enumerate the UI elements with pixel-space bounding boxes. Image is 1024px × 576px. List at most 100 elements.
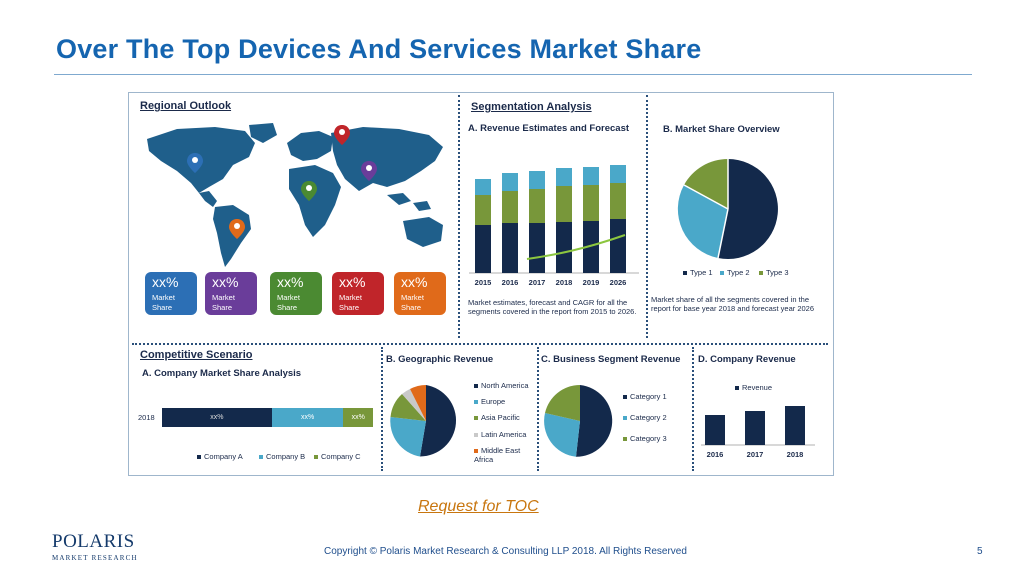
legend-europe: Europe: [474, 397, 505, 406]
region-card: xx% Market Share: [205, 272, 257, 315]
revenue-year-labels: 2015 2016 2017 2018 2019 2026: [475, 278, 627, 287]
market-share-pie: [677, 158, 778, 259]
region-card-percent: xx%: [277, 274, 304, 290]
revenue-year-label: 2018: [556, 278, 573, 287]
revenue-forecast-title: A. Revenue Estimates and Forecast: [468, 123, 630, 134]
pin-south-america: [229, 219, 245, 239]
geographic-pie: [390, 385, 457, 457]
section-divider: [692, 347, 694, 471]
legend-category1: Category 1: [623, 392, 667, 401]
map-pins: [187, 125, 377, 239]
title-divider: [54, 74, 972, 75]
revenue-year-label: 2017: [529, 278, 546, 287]
legend-company-c: Company C: [314, 452, 361, 461]
segmentation-heading: Segmentation Analysis: [471, 101, 592, 113]
legend-category2: Category 2: [623, 413, 667, 422]
revenue-bar-2018: [785, 406, 805, 445]
region-card: xx% Market Share: [394, 272, 446, 315]
revenue-bar-segment: [583, 185, 599, 221]
pin-africa: [301, 181, 317, 201]
pin-europe: [334, 125, 350, 145]
revenue-bar-segment: [529, 171, 545, 189]
market-share-caption: Market share of all the segments covered…: [651, 295, 815, 313]
australia-shape: [403, 217, 443, 247]
region-card: xx% Market Share: [332, 272, 384, 315]
pie-slice-category1: [576, 385, 613, 457]
central-america-shape: [199, 191, 217, 207]
polaris-logo: POLARIS MARKET RESEARCH: [52, 531, 138, 562]
revenue-bar-segment: [502, 191, 518, 223]
revenue-bars: [475, 165, 626, 273]
revenue-year-label: 2015: [475, 278, 492, 287]
africa-shape: [289, 165, 341, 237]
revenue-bar-segment: [529, 189, 545, 223]
region-card: xx% Market Share: [145, 272, 197, 315]
legend-middle-east-africa: Middle East Africa: [474, 446, 521, 464]
revenue-bar-segment: [583, 167, 599, 185]
company-a-segment: xx%: [162, 408, 272, 427]
region-card-label: Market Share: [401, 293, 424, 312]
revenue-year-label: 2026: [610, 278, 627, 287]
region-card-percent: xx%: [212, 274, 239, 290]
revenue-bar-segment: [475, 225, 491, 273]
islands-shape: [387, 193, 431, 211]
revenue-bar-segment: [610, 219, 626, 273]
regional-outlook-heading: Regional Outlook: [140, 100, 232, 112]
region-card-label: Market Share: [339, 293, 362, 312]
section-divider: [381, 347, 383, 471]
south-america-shape: [213, 205, 251, 267]
competitive-heading: Competitive Scenario: [140, 349, 253, 361]
revenue-bar-segment: [556, 222, 572, 273]
company-revenue-title: D. Company Revenue: [698, 354, 796, 365]
continents: [147, 123, 443, 267]
revenue-bar-segment: [529, 223, 545, 273]
revenue-year-label: 2016: [707, 450, 724, 459]
revenue-bar-segment: [475, 179, 491, 195]
pie-slice-north-america: [420, 385, 457, 457]
pin-north-america: [187, 153, 203, 173]
revenue-year-label: 2018: [787, 450, 804, 459]
region-card: xx% Market Share: [270, 272, 322, 315]
revenue-bar-segment: [610, 165, 626, 183]
slide-title: Over The Top Devices And Services Market…: [56, 34, 702, 64]
pie-slice-latin-america: [402, 389, 426, 421]
geographic-title: B. Geographic Revenue: [386, 354, 494, 365]
legend-company-b: Company B: [259, 452, 305, 461]
revenue-bar-segment: [610, 183, 626, 219]
revenue-bar-segment: [556, 168, 572, 186]
company-c-segment: xx%: [343, 408, 373, 427]
region-card-percent: xx%: [152, 274, 179, 290]
legend-category3: Category 3: [623, 434, 667, 443]
greenland-shape: [249, 123, 277, 143]
region-card-label: Market Share: [212, 293, 235, 312]
revenue-bar-segment: [475, 195, 491, 225]
revenue-bar-2017: [745, 411, 765, 445]
region-card-label: Market Share: [277, 293, 300, 312]
revenue-bar-segment: [502, 173, 518, 191]
world-map: [147, 123, 443, 267]
revenue-year-label: 2019: [583, 278, 600, 287]
asia-shape: [331, 127, 443, 191]
legend-latin-america: Latin America: [474, 430, 526, 439]
pie-slice-asia-pacific: [390, 394, 426, 421]
revenue-year-label: 2017: [747, 450, 764, 459]
legend-asia-pacific: Asia Pacific: [474, 413, 520, 422]
company-share-bar: xx% xx% xx%: [162, 408, 373, 427]
legend-revenue: Revenue: [735, 383, 772, 392]
section-divider: [458, 95, 460, 338]
section-divider: [537, 347, 539, 471]
infographic-panel: Regional Outlook: [128, 92, 834, 476]
pie-slice-category2: [544, 413, 580, 457]
request-toc-link[interactable]: Request for TOC: [418, 498, 539, 515]
pie-slice-middle-east-africa: [410, 385, 426, 421]
logo-brand: POLARIS: [52, 531, 135, 552]
europe-shape: [287, 131, 333, 161]
pie-slice-category3: [545, 385, 580, 421]
company-b-segment: xx%: [271, 408, 344, 427]
business-segment-title: C. Business Segment Revenue: [541, 354, 681, 365]
section-divider: [132, 343, 828, 345]
logo-subtitle: MARKET RESEARCH: [52, 554, 138, 562]
revenue-caption: Market estimates, forecast and CAGR for …: [468, 298, 637, 316]
pie-slice-type3: [684, 158, 728, 209]
legend-type2: Type 2: [720, 268, 750, 277]
